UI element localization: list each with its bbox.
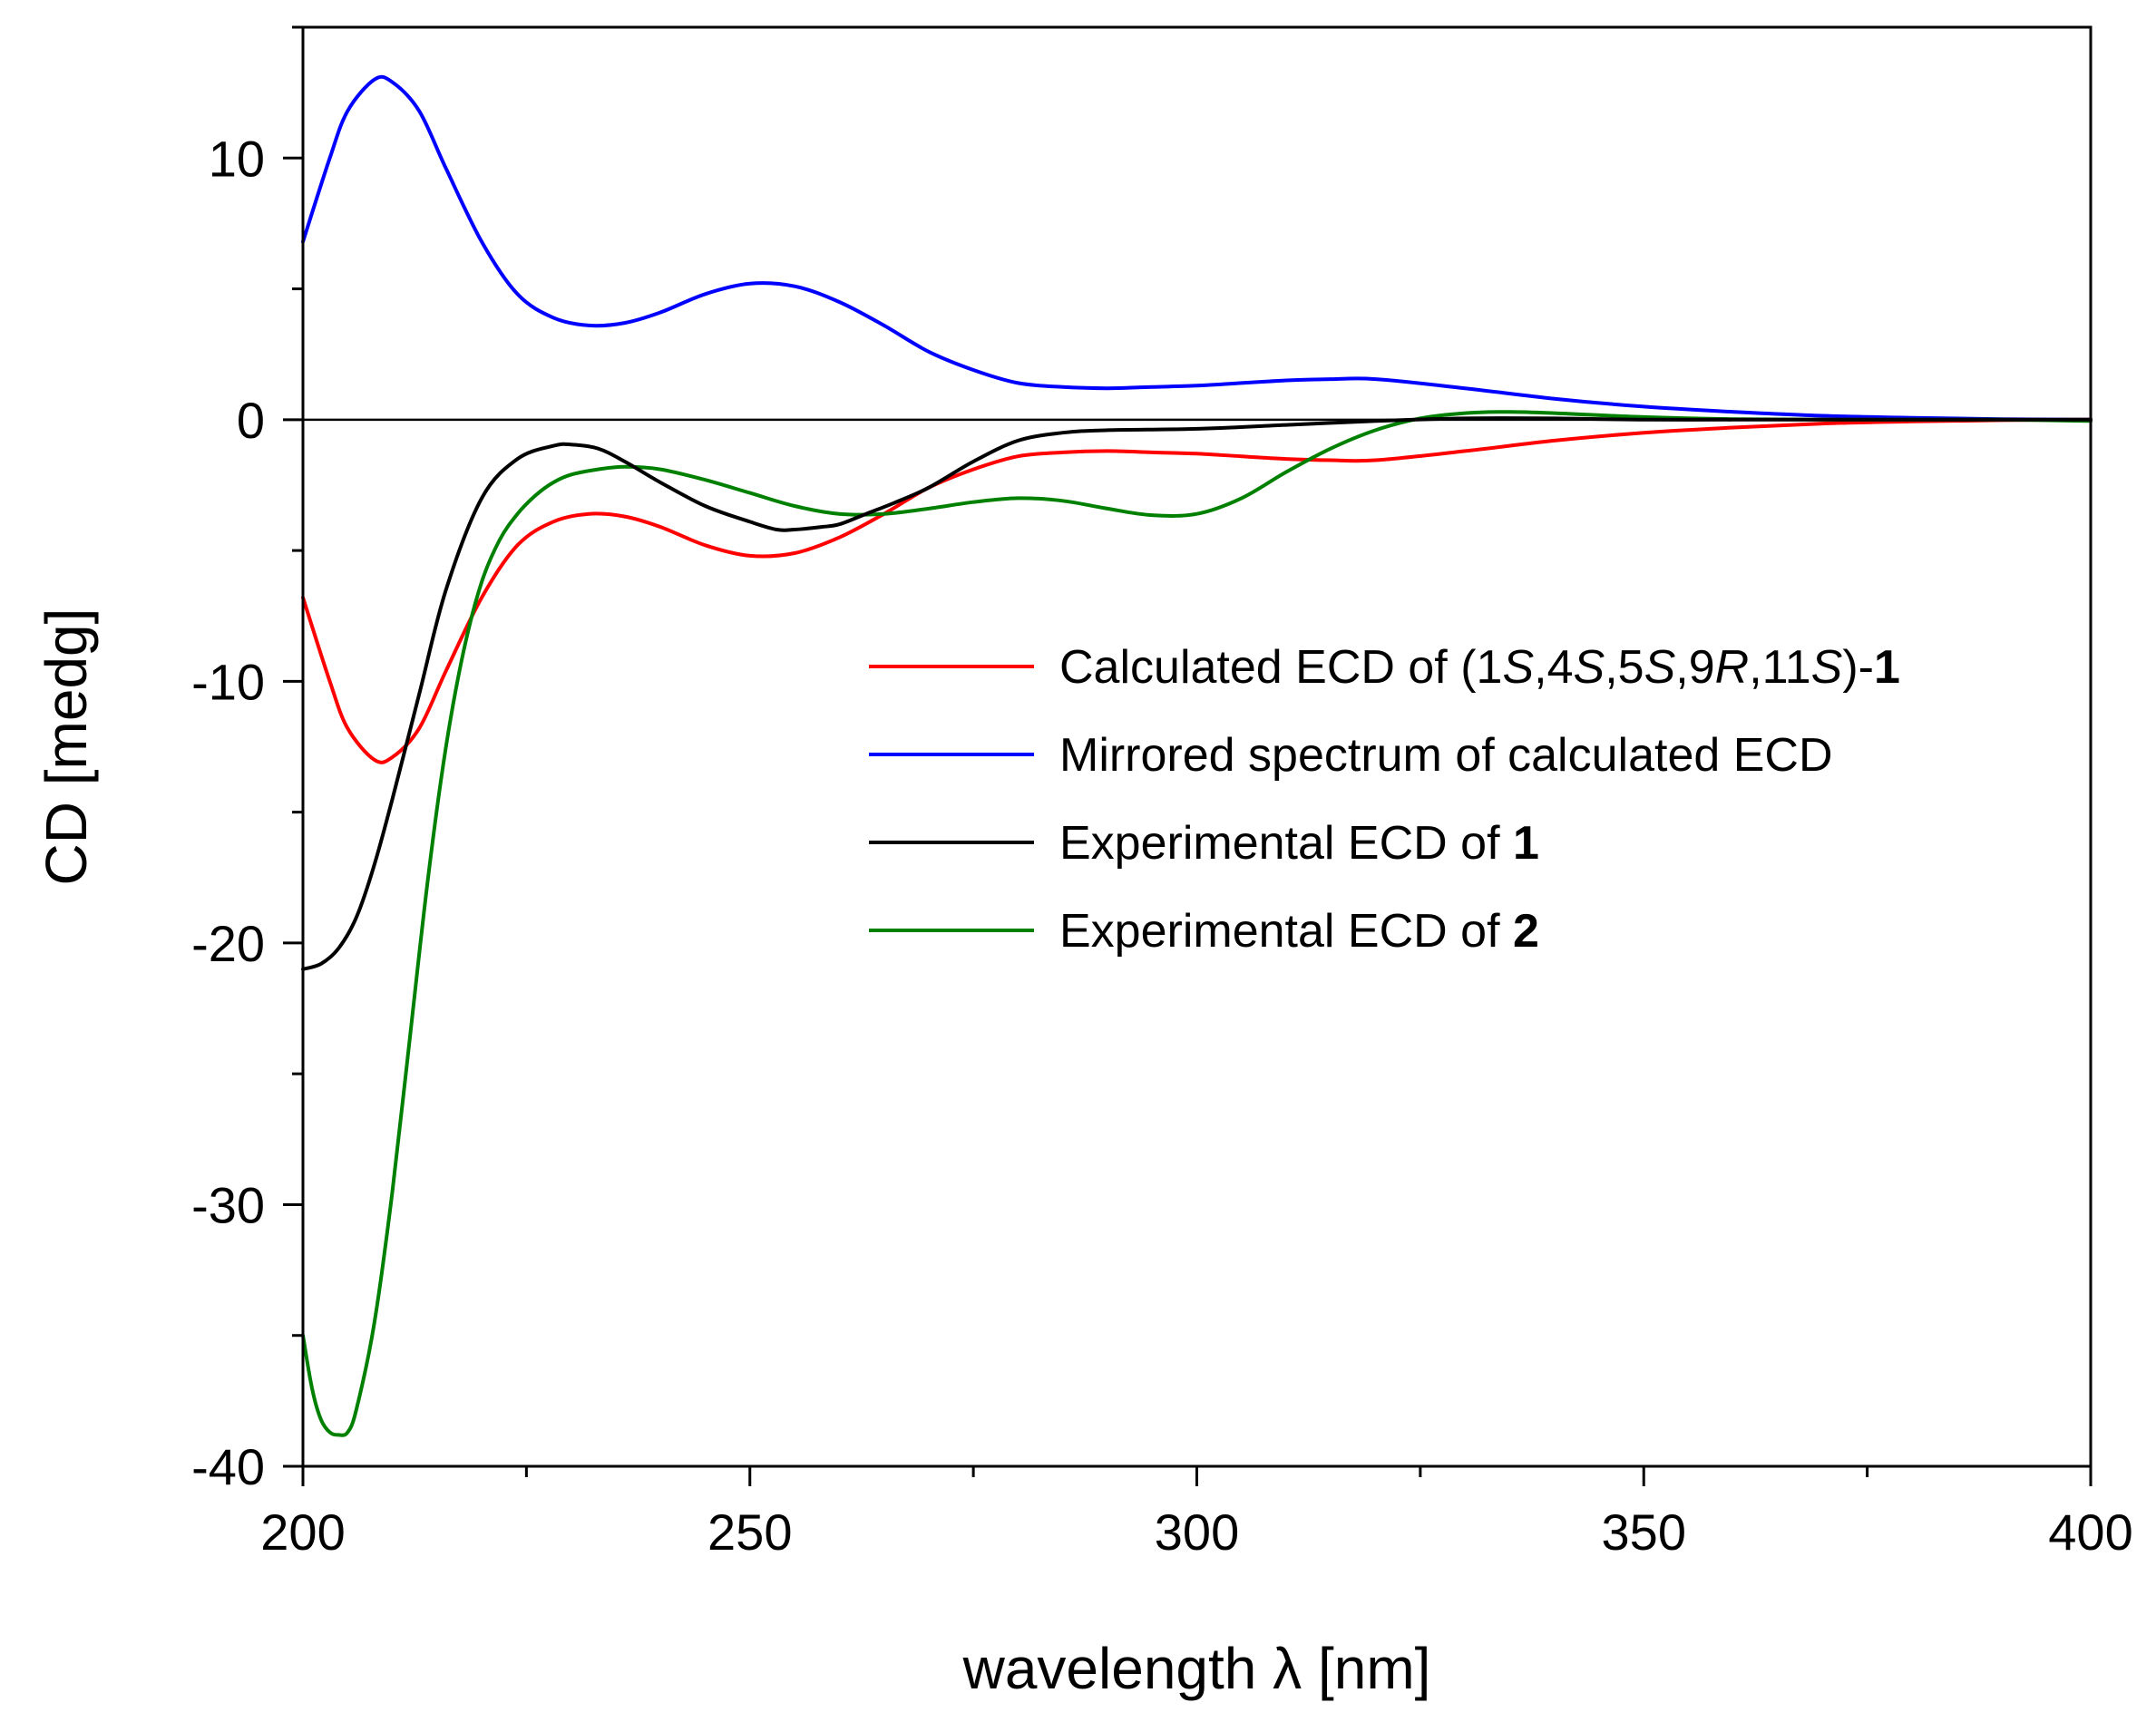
y-tick-label: -30	[191, 1176, 265, 1233]
legend-label-2: Experimental ECD of 1	[1059, 817, 1539, 870]
y-tick-label: -40	[191, 1438, 265, 1495]
y-tick-label: 10	[209, 130, 265, 187]
x-tick-label: 350	[1602, 1503, 1686, 1561]
y-tick-label: -20	[191, 915, 265, 972]
series-line-0	[301, 417, 2093, 764]
x-tick-label: 400	[2048, 1503, 2132, 1561]
legend-label-1: Mirrored spectrum of calculated ECD	[1059, 729, 1833, 782]
legend-label-0: Calculated ECD of (1S,4S,5S,9R,11S)-1	[1059, 641, 1900, 694]
x-axis-label: wavelength λ [nm]	[962, 1636, 1431, 1701]
y-tick-label: -10	[191, 653, 265, 710]
series-layer	[301, 74, 2093, 1437]
y-tick-label: 0	[237, 392, 265, 449]
x-tick-label: 200	[260, 1503, 345, 1561]
x-tick-label: 300	[1155, 1503, 1239, 1561]
y-axis-ticks: -40 -30 -20 -10 0 10	[191, 25, 303, 1495]
y-axis-label: CD [medg]	[34, 608, 99, 886]
series-line-1	[301, 74, 2093, 422]
legend: Calculated ECD of (1S,4S,5S,9R,11S)-1 Mir…	[869, 641, 1900, 958]
x-tick-label: 250	[707, 1503, 792, 1561]
x-axis-ticks: 200 250 300 350 400	[260, 1466, 2133, 1561]
legend-label-3: Experimental ECD of 2	[1059, 905, 1539, 958]
series-line-3	[301, 410, 2093, 1437]
